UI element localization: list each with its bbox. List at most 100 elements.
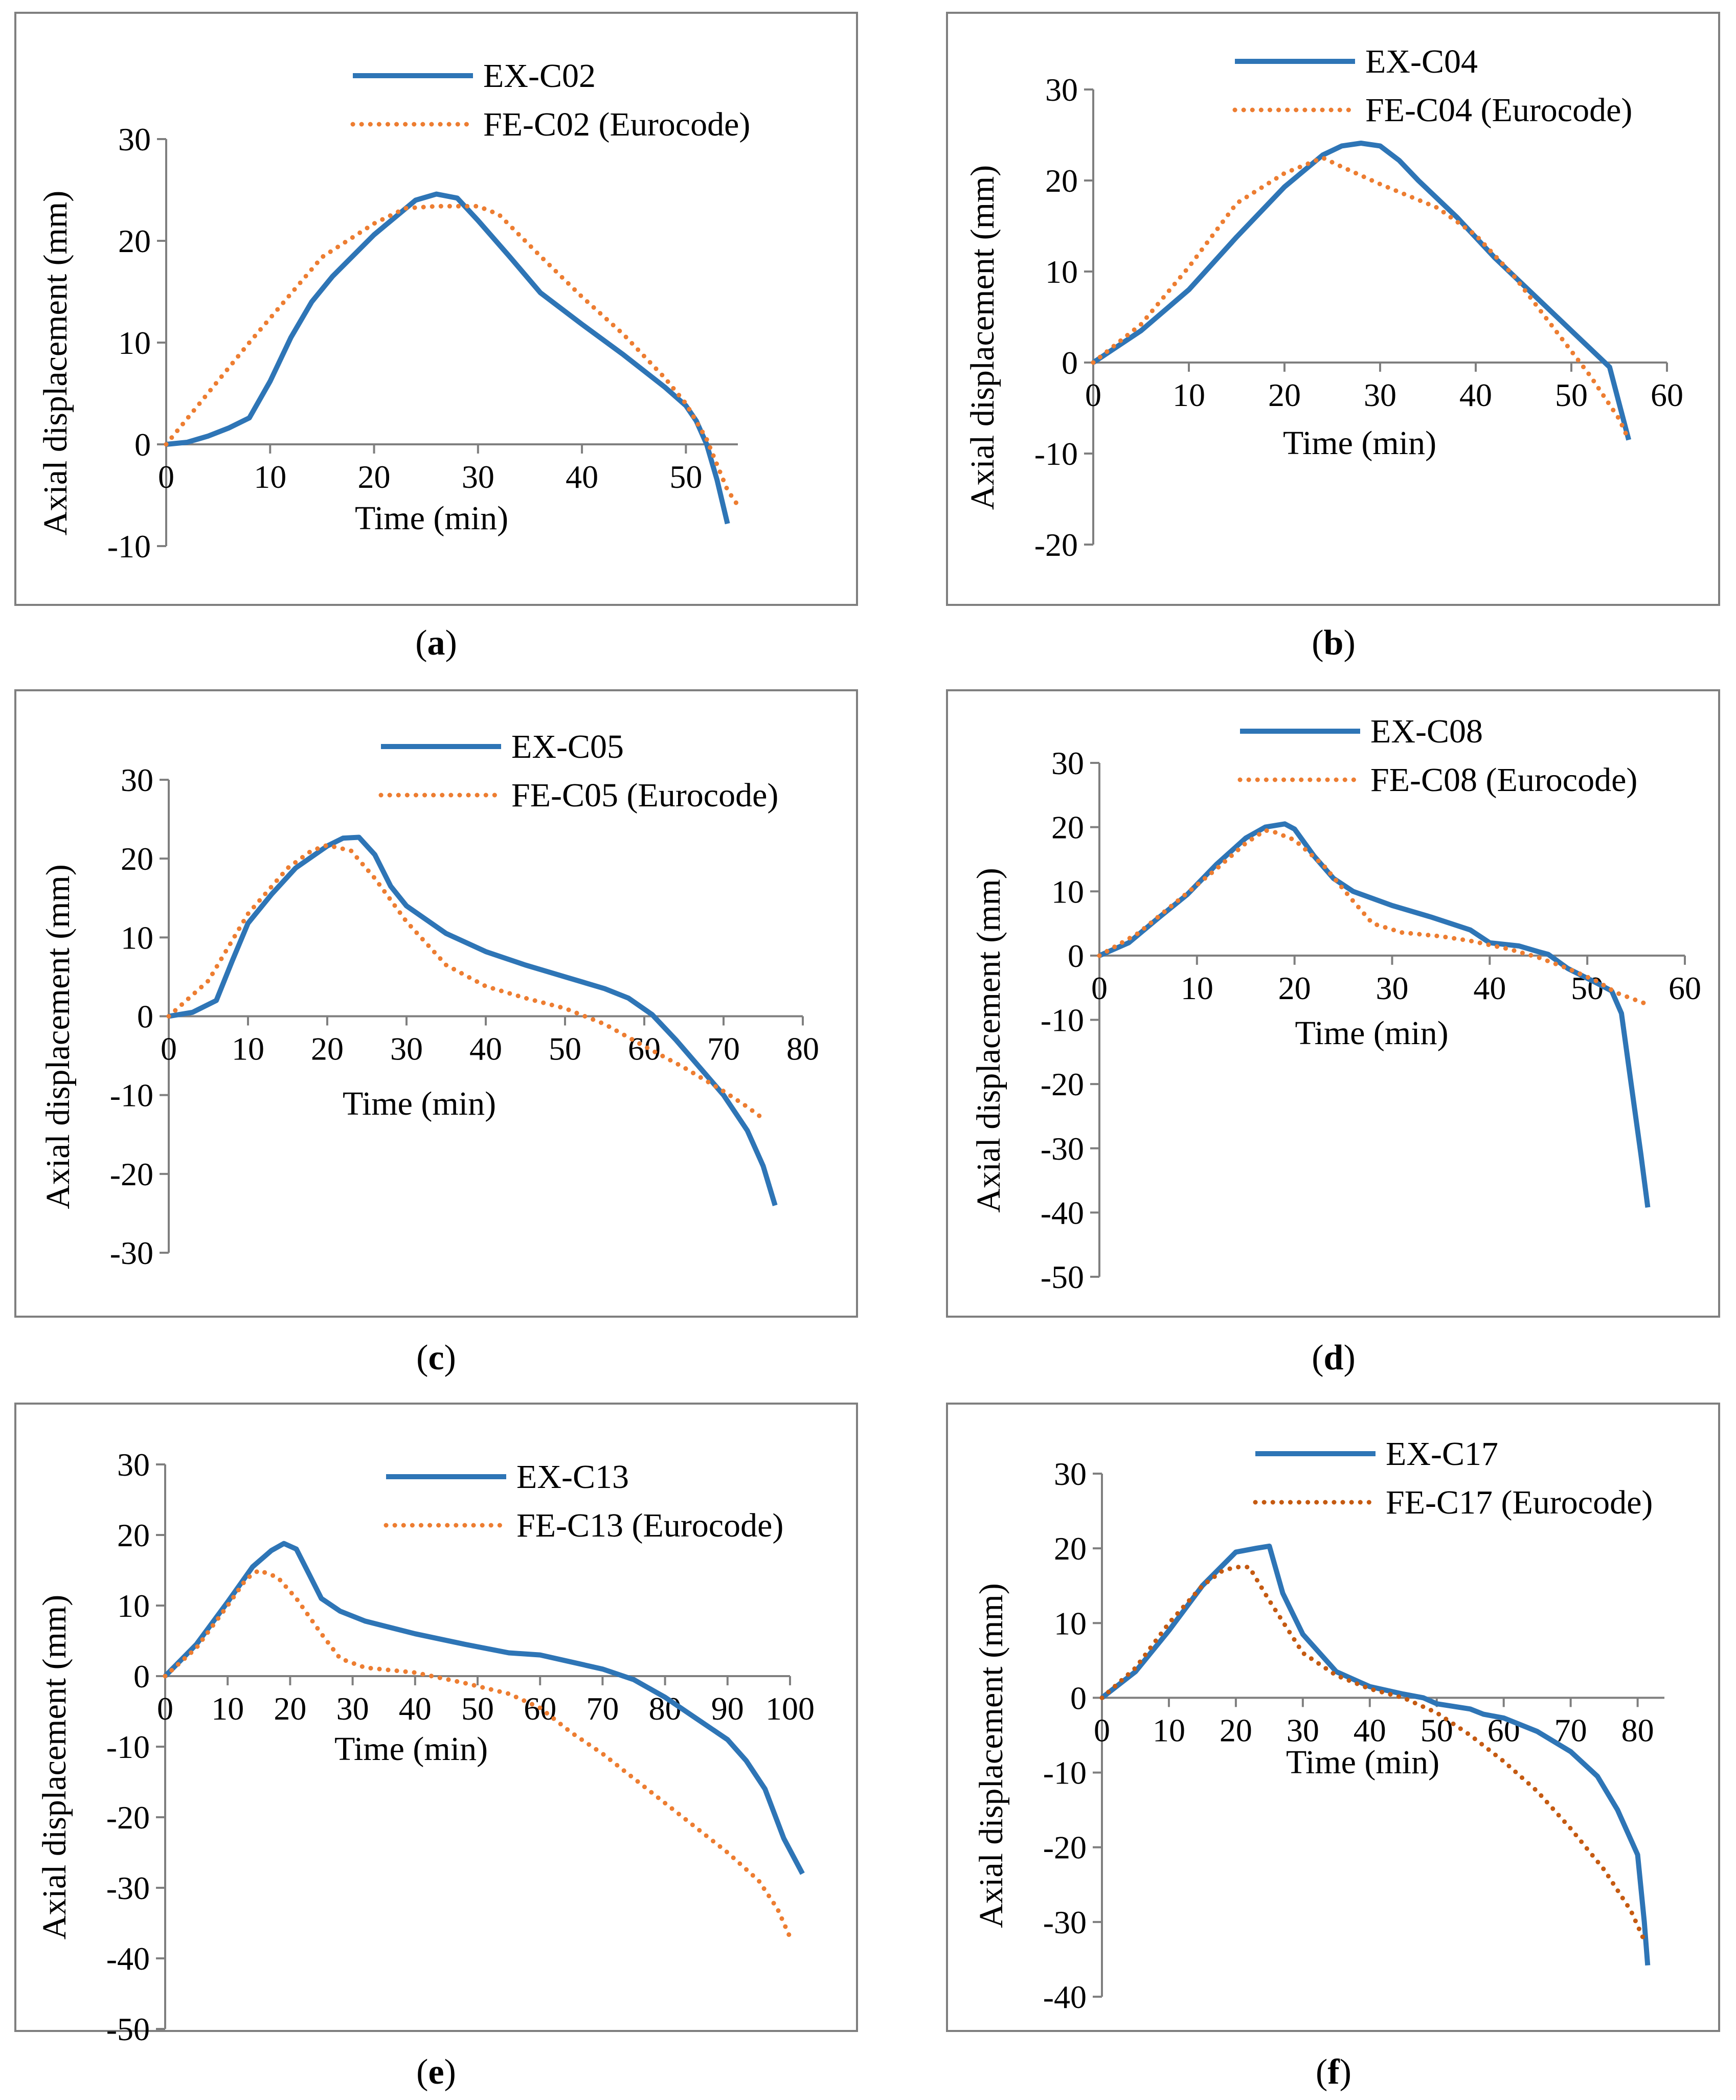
- series-line-fe-eurocode: [164, 204, 740, 508]
- legend-label: EX-C08: [1370, 713, 1483, 750]
- chart-frame: [946, 12, 1720, 606]
- x-tick-label: 70: [586, 1690, 619, 1727]
- y-tick-label: -20: [106, 1799, 150, 1836]
- x-tick-label: 40: [566, 459, 598, 495]
- legend-label: FE-C08 (Eurocode): [1370, 761, 1637, 799]
- y-tick-label: 0: [134, 426, 151, 463]
- y-tick-label: 30: [117, 1447, 150, 1483]
- y-tick-label: 30: [121, 762, 153, 798]
- x-tick-label: 10: [1173, 377, 1205, 413]
- y-tick-label: -10: [1043, 1755, 1087, 1791]
- y-tick-label: -40: [1043, 1979, 1087, 2015]
- y-axis-title: Axial displacement (mm): [39, 864, 77, 1209]
- legend-label: FE-C05 (Eurocode): [511, 777, 778, 814]
- y-axis-title: Axial displacement (mm): [973, 1583, 1010, 1928]
- series-line-fe-eurocode: [1099, 1565, 1647, 1943]
- series-line-experimental: [1092, 141, 1632, 441]
- y-tick-label: -20: [1043, 1830, 1087, 1866]
- x-tick-label: 20: [311, 1031, 344, 1067]
- x-tick-label: 100: [765, 1690, 815, 1727]
- x-tick-label: 50: [461, 1690, 494, 1727]
- x-tick-label: 60: [1669, 970, 1701, 1006]
- y-tick-label: -30: [106, 1870, 150, 1906]
- y-tick-label: -20: [1041, 1066, 1084, 1102]
- y-tick-label: 20: [117, 1517, 150, 1553]
- x-tick-label: 20: [1220, 1712, 1252, 1748]
- x-tick-label: 10: [1181, 970, 1213, 1006]
- x-tick-label: 40: [1459, 377, 1492, 413]
- legend-label: EX-C04: [1365, 43, 1478, 80]
- x-tick-label: 90: [711, 1690, 744, 1727]
- y-tick-label: 0: [137, 999, 153, 1035]
- series-line-experimental: [166, 191, 730, 525]
- y-axis-title: Axial displacement (mm): [37, 191, 74, 535]
- series-line-experimental: [163, 1541, 805, 1875]
- y-tick-label: -10: [1041, 1002, 1084, 1038]
- series-line-fe-eurocode: [166, 843, 765, 1121]
- x-tick-label: 0: [1091, 970, 1108, 1006]
- panel-caption: (a): [415, 623, 457, 663]
- x-tick-label: 70: [707, 1031, 740, 1067]
- x-axis-title: Time (min): [1283, 424, 1436, 462]
- y-tick-label: -20: [110, 1156, 153, 1192]
- y-tick-label: -20: [1034, 527, 1078, 563]
- x-tick-label: 30: [462, 459, 494, 495]
- series-line-experimental: [1100, 1543, 1651, 1966]
- y-tick-label: -40: [1041, 1194, 1084, 1231]
- x-tick-label: 40: [1473, 970, 1506, 1006]
- chart-frame: [946, 1403, 1720, 2032]
- legend-label: EX-C05: [511, 728, 624, 765]
- y-tick-label: -10: [1034, 436, 1078, 472]
- x-tick-label: 60: [1651, 377, 1683, 413]
- x-tick-label: 30: [390, 1031, 423, 1067]
- x-tick-label: 0: [157, 1690, 173, 1727]
- y-tick-label: 0: [133, 1658, 150, 1695]
- y-tick-label: 0: [1062, 345, 1078, 381]
- legend-label: FE-C02 (Eurocode): [483, 106, 750, 143]
- y-tick-label: 10: [121, 919, 153, 956]
- x-tick-label: 30: [1376, 970, 1409, 1006]
- x-tick-label: 50: [669, 459, 702, 495]
- y-tick-label: -30: [1043, 1904, 1087, 1940]
- x-tick-label: 10: [232, 1031, 264, 1067]
- x-tick-label: 0: [1085, 377, 1101, 413]
- x-tick-label: 20: [274, 1690, 306, 1727]
- y-tick-label: 30: [1051, 745, 1084, 781]
- x-tick-label: 50: [1555, 377, 1588, 413]
- x-tick-label: 10: [1153, 1712, 1185, 1748]
- y-tick-label: 30: [1045, 72, 1078, 108]
- legend-label: EX-C02: [483, 57, 596, 95]
- x-axis-title: Time (min): [343, 1085, 496, 1122]
- y-tick-label: 10: [118, 325, 151, 361]
- x-tick-label: 30: [1364, 377, 1396, 413]
- x-tick-label: 10: [254, 459, 286, 495]
- y-tick-label: -10: [107, 528, 151, 564]
- y-tick-label: -50: [106, 2011, 150, 2047]
- series-line-experimental: [168, 834, 778, 1206]
- series-line-fe-eurocode: [163, 1568, 793, 1940]
- y-tick-label: -40: [106, 1940, 150, 1977]
- x-tick-label: 60: [628, 1031, 661, 1067]
- y-axis-title: Axial displacement (mm): [36, 1595, 73, 1939]
- y-tick-label: -50: [1041, 1259, 1084, 1295]
- panel-caption: (c): [416, 1338, 456, 1378]
- y-tick-label: 20: [1054, 1530, 1087, 1567]
- x-tick-label: 40: [469, 1031, 502, 1067]
- x-tick-label: 10: [211, 1690, 244, 1727]
- panel-caption: (b): [1312, 623, 1356, 663]
- y-tick-label: -10: [110, 1077, 153, 1114]
- x-tick-label: 50: [1421, 1712, 1453, 1748]
- x-tick-label: 80: [1621, 1712, 1654, 1748]
- panel-caption: (e): [416, 2052, 456, 2092]
- y-tick-label: 0: [1070, 1680, 1087, 1716]
- y-tick-label: -10: [106, 1729, 150, 1765]
- x-tick-label: 40: [399, 1690, 432, 1727]
- x-tick-label: 0: [158, 459, 174, 495]
- x-tick-label: 0: [1094, 1712, 1110, 1748]
- y-axis-title: Axial displacement (mm): [964, 165, 1001, 510]
